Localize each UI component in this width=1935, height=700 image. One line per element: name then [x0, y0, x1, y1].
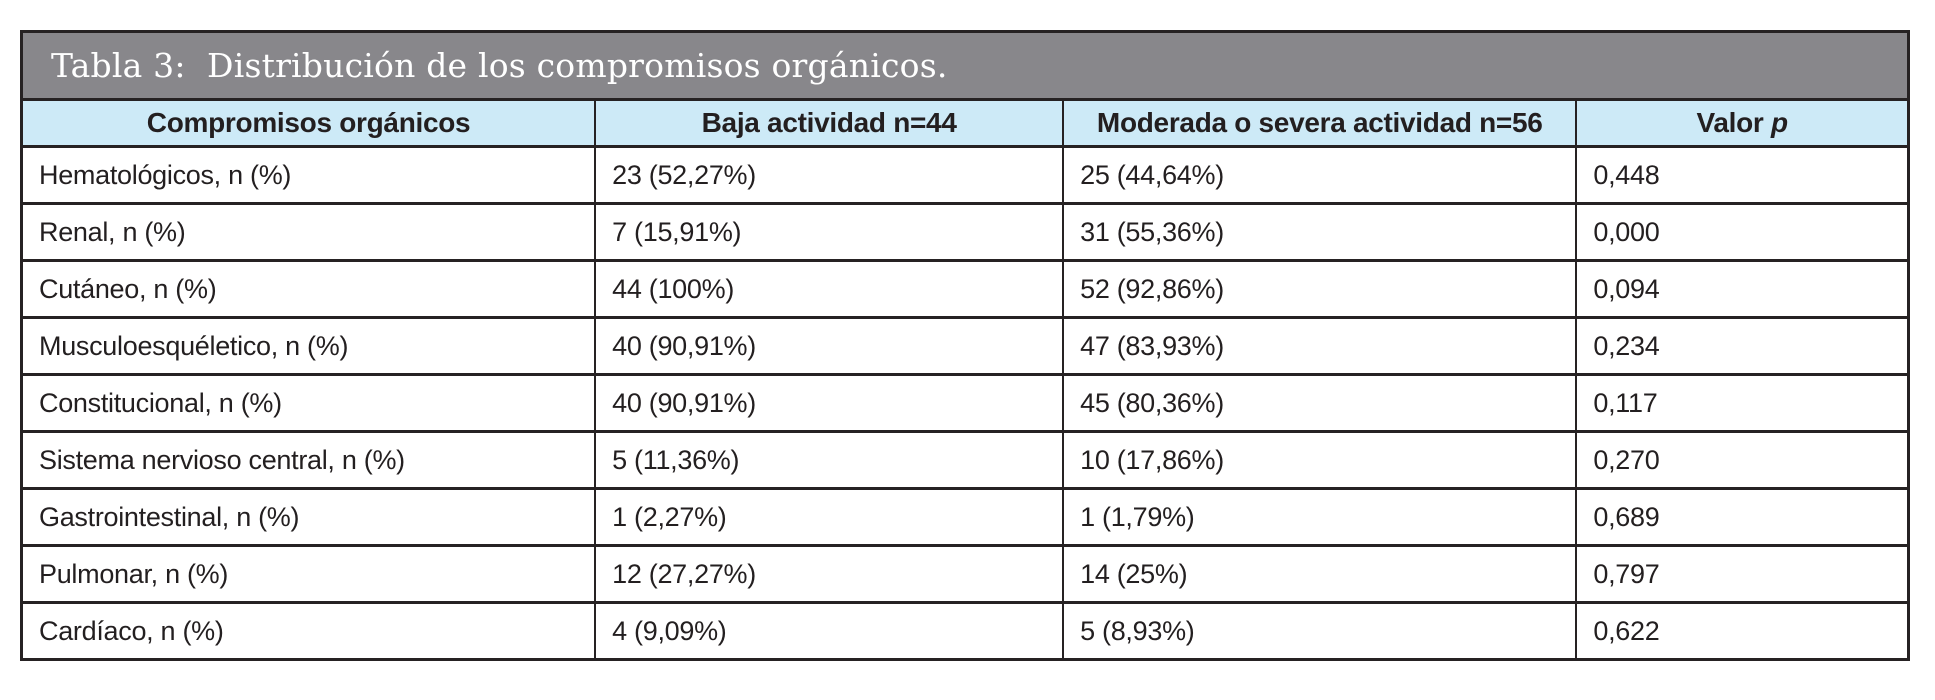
row-label-cell: Gastrointestinal, n (%) [20, 487, 597, 547]
table-title-row: Tabla 3: Distribución de los compromisos… [20, 30, 1910, 101]
moderate-severe-cell: 45 (80,36%) [1062, 373, 1578, 433]
organ-involvement-table: Tabla 3: Distribución de los compromisos… [20, 30, 1910, 661]
table-row-renal: Renal, n (%) 7 (15,91%) 31 (55,36%) 0,00… [20, 202, 1910, 262]
low-activity-cell: 12 (27,27%) [594, 544, 1065, 604]
table-title: Tabla 3: Distribución de los compromisos… [20, 30, 1910, 101]
pvalue-cell: 0,000 [1575, 202, 1910, 262]
pvalue-label: Valor [1696, 107, 1764, 138]
low-activity-cell: 5 (11,36%) [594, 430, 1065, 490]
moderate-severe-cell: 14 (25%) [1062, 544, 1578, 604]
low-activity-cell: 44 (100%) [594, 259, 1065, 319]
row-label-cell: Renal, n (%) [20, 202, 597, 262]
column-header-pvalue: Valor p [1575, 98, 1910, 148]
low-activity-cell: 40 (90,91%) [594, 373, 1065, 433]
moderate-severe-cell: 52 (92,86%) [1062, 259, 1578, 319]
pvalue-cell: 0,117 [1575, 373, 1910, 433]
pvalue-cell: 0,094 [1575, 259, 1910, 319]
row-label-cell: Sistema nervioso central, n (%) [20, 430, 597, 490]
moderate-severe-cell: 31 (55,36%) [1062, 202, 1578, 262]
column-header-moderate-severe: Moderada o severa actividad n=56 [1062, 98, 1578, 148]
table-row-musculoesqueletico: Musculoesquéletico, n (%) 40 (90,91%) 47… [20, 316, 1910, 376]
moderate-severe-cell: 5 (8,93%) [1062, 601, 1578, 661]
pvalue-cell: 0,797 [1575, 544, 1910, 604]
pvalue-cell: 0,689 [1575, 487, 1910, 547]
pvalue-cell: 0,448 [1575, 145, 1910, 205]
low-activity-cell: 40 (90,91%) [594, 316, 1065, 376]
pvalue-symbol: p [1771, 107, 1788, 138]
row-label-cell: Hematológicos, n (%) [20, 145, 597, 205]
moderate-severe-cell: 10 (17,86%) [1062, 430, 1578, 490]
row-label-cell: Pulmonar, n (%) [20, 544, 597, 604]
table-row-hematologicos: Hematológicos, n (%) 23 (52,27%) 25 (44,… [20, 145, 1910, 205]
pvalue-cell: 0,270 [1575, 430, 1910, 490]
moderate-severe-cell: 25 (44,64%) [1062, 145, 1578, 205]
low-activity-cell: 1 (2,27%) [594, 487, 1065, 547]
row-label-cell: Cutáneo, n (%) [20, 259, 597, 319]
pvalue-cell: 0,234 [1575, 316, 1910, 376]
table-row-gastrointestinal: Gastrointestinal, n (%) 1 (2,27%) 1 (1,7… [20, 487, 1910, 547]
pvalue-cell: 0,622 [1575, 601, 1910, 661]
moderate-severe-cell: 47 (83,93%) [1062, 316, 1578, 376]
table-header-row: Compromisos orgánicos Baja actividad n=4… [20, 98, 1910, 148]
column-header-low-activity: Baja actividad n=44 [594, 98, 1065, 148]
low-activity-cell: 4 (9,09%) [594, 601, 1065, 661]
table-row-cutaneo: Cutáneo, n (%) 44 (100%) 52 (92,86%) 0,0… [20, 259, 1910, 319]
table-row-sistema-nervioso-central: Sistema nervioso central, n (%) 5 (11,36… [20, 430, 1910, 490]
table-row-constitucional: Constitucional, n (%) 40 (90,91%) 45 (80… [20, 373, 1910, 433]
row-label-cell: Cardíaco, n (%) [20, 601, 597, 661]
row-label-cell: Constitucional, n (%) [20, 373, 597, 433]
low-activity-cell: 23 (52,27%) [594, 145, 1065, 205]
column-header-organ: Compromisos orgánicos [20, 98, 597, 148]
low-activity-cell: 7 (15,91%) [594, 202, 1065, 262]
table-row-cardiaco: Cardíaco, n (%) 4 (9,09%) 5 (8,93%) 0,62… [20, 601, 1910, 661]
moderate-severe-cell: 1 (1,79%) [1062, 487, 1578, 547]
table-row-pulmonar: Pulmonar, n (%) 12 (27,27%) 14 (25%) 0,7… [20, 544, 1910, 604]
row-label-cell: Musculoesquéletico, n (%) [20, 316, 597, 376]
